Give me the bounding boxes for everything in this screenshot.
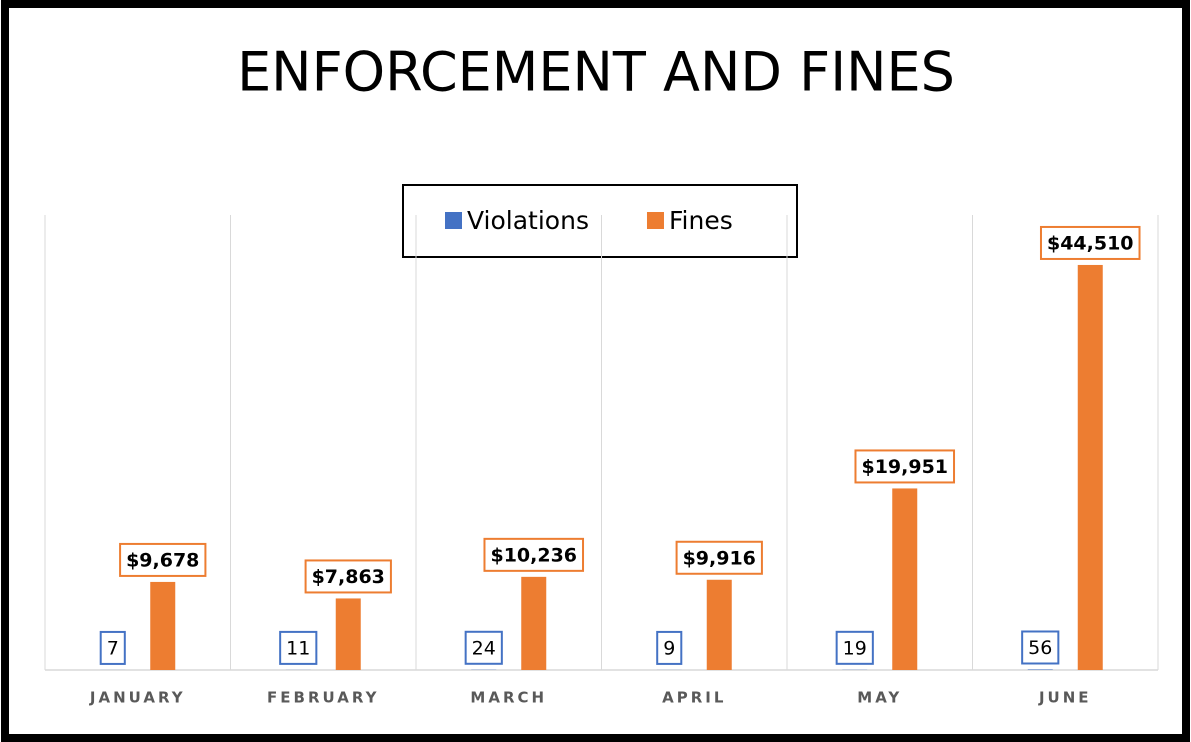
legend-box [402,184,798,258]
bar [892,488,918,670]
bar [150,581,176,670]
x-tick-label: APRIL [662,689,726,707]
data-label: $9,916 [683,547,756,569]
data-label-box [835,630,874,665]
legend-label: Fines [669,206,733,235]
data-label-box [1021,630,1060,665]
legend-swatch [445,212,462,229]
chart-title: ENFORCEMENT AND FINES [237,41,955,104]
x-tick-label: FEBRUARY [267,689,379,707]
data-label: 19 [843,637,867,659]
x-tick-label: JANUARY [89,689,186,707]
bar [521,576,547,670]
data-label-box [656,630,683,665]
data-label-box [464,630,503,665]
x-tick-label: MARCH [470,689,547,707]
data-label: 9 [663,637,675,659]
data-label: $9,678 [126,549,199,571]
bar [335,598,361,670]
bar [1077,264,1103,670]
data-label: $44,510 [1047,232,1134,254]
x-tick-label: MAY [857,689,902,707]
x-tick-label: JUNE [1038,689,1092,707]
legend-label: Violations [467,206,589,235]
data-label-box [1039,225,1141,260]
data-label-box [304,559,392,594]
legend-swatch [646,212,664,229]
data-label: 56 [1028,637,1052,659]
data-label-box [119,542,207,577]
bar [1027,669,1053,670]
data-label: 7 [107,637,119,659]
data-label-box [99,630,126,665]
data-label: $10,236 [490,544,577,566]
bar [706,579,732,670]
data-label-box [483,537,585,572]
data-label: $7,863 [312,566,385,588]
data-label-box [854,449,956,484]
data-label: $19,951 [861,456,948,478]
data-label: 11 [286,637,310,659]
data-label-box [279,630,318,665]
data-label-box [675,540,763,575]
data-label: 24 [472,637,496,659]
